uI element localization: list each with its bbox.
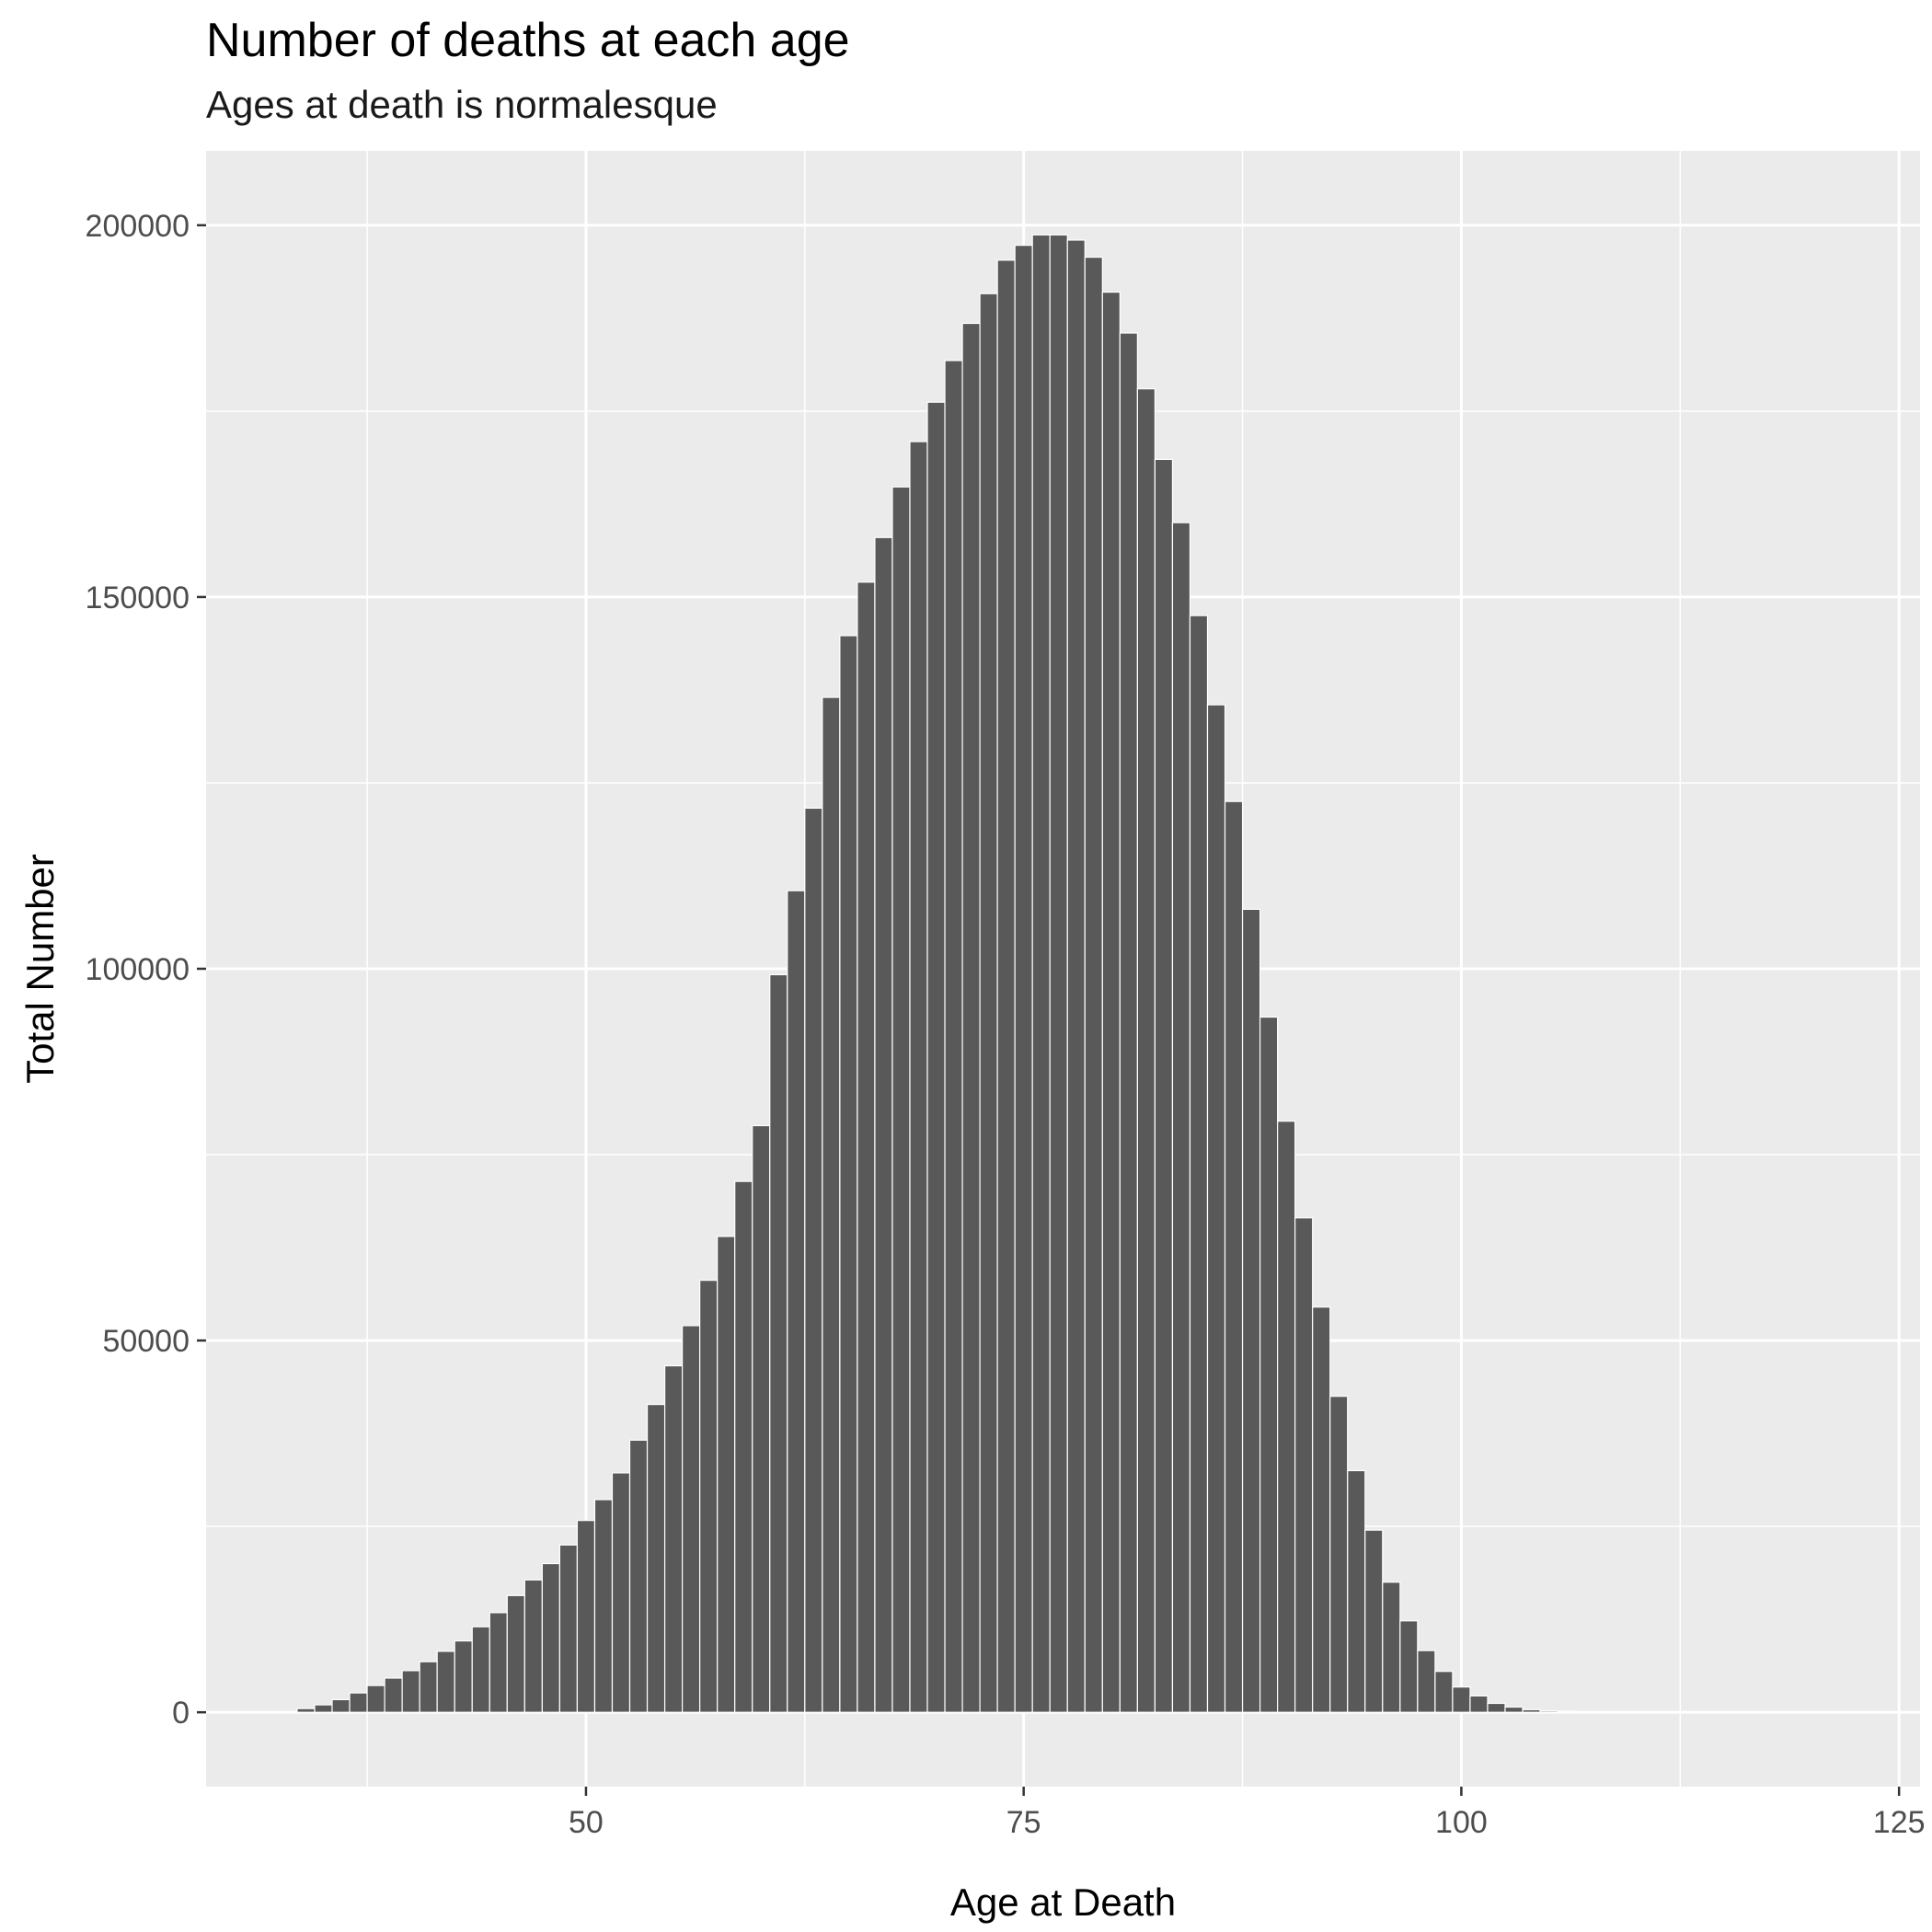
histogram-bar <box>839 635 858 1713</box>
histogram-bar <box>979 293 998 1713</box>
histogram-bar <box>401 1670 420 1713</box>
histogram-bar <box>331 1698 351 1713</box>
histogram-bar <box>1452 1686 1471 1713</box>
histogram-bar <box>349 1692 368 1713</box>
histogram-bar <box>1574 1711 1593 1713</box>
histogram-bar <box>366 1685 385 1713</box>
histogram-bar <box>314 1704 333 1713</box>
histogram-bar <box>1224 800 1244 1713</box>
histogram-bar <box>558 1544 579 1713</box>
histogram-bar <box>717 1236 736 1713</box>
histogram-bar <box>1504 1706 1524 1713</box>
histogram-bar <box>471 1626 490 1713</box>
x-tick-label: 125 <box>1873 1805 1926 1840</box>
histogram-bar <box>734 1180 753 1713</box>
histogram-bar <box>1382 1581 1401 1713</box>
chart-title: Number of deaths at each age <box>206 14 850 67</box>
histogram-bar <box>1417 1650 1436 1713</box>
histogram-bar <box>1154 458 1174 1713</box>
histogram-bar <box>611 1472 631 1713</box>
histogram-bar <box>663 1364 684 1713</box>
histogram-bar <box>1277 1121 1296 1713</box>
histogram-bar <box>1206 704 1226 1713</box>
y-tick-label: 0 <box>172 1696 190 1731</box>
histogram-bar <box>1014 245 1033 1713</box>
histogram-bar <box>1066 239 1086 1713</box>
histogram-bar <box>1469 1695 1489 1713</box>
histogram-bar <box>1119 332 1138 1713</box>
y-tick-label: 200000 <box>86 209 190 244</box>
histogram-bar <box>1031 234 1051 1713</box>
histogram-bar <box>1347 1469 1366 1713</box>
y-axis-tick-labels: 0 50000 100000 150000 200000 <box>86 209 190 1731</box>
histogram-bar <box>857 581 876 1713</box>
bars <box>296 234 1646 1714</box>
histogram-bar <box>1049 234 1068 1713</box>
histogram-bar <box>1522 1708 1541 1713</box>
histogram-bar <box>1171 522 1191 1713</box>
histogram-bar <box>822 696 841 1713</box>
histogram-bar <box>506 1594 525 1713</box>
histogram-bar <box>296 1708 316 1713</box>
histogram-bar <box>1101 291 1121 1713</box>
histogram-bar <box>436 1650 455 1713</box>
histogram-bar <box>576 1520 596 1713</box>
y-tick-label: 50000 <box>102 1324 190 1359</box>
histogram-bar <box>891 486 911 1713</box>
histogram-bar <box>384 1677 403 1713</box>
histogram-bar <box>1241 908 1261 1713</box>
histogram-bar <box>682 1325 701 1713</box>
x-axis-tick-labels: 50 75 100 125 <box>569 1805 1926 1840</box>
histogram-bar <box>787 890 806 1713</box>
histogram-bar <box>1189 615 1209 1713</box>
histogram-bar <box>1399 1620 1419 1713</box>
histogram-bar <box>1312 1306 1331 1713</box>
histogram-bar <box>1294 1217 1314 1713</box>
x-axis-title: Age at Death <box>950 1880 1176 1924</box>
y-tick-label: 150000 <box>86 581 190 615</box>
histogram-bar <box>541 1562 560 1713</box>
x-tick-label: 50 <box>569 1805 604 1840</box>
histogram-bar <box>1136 388 1156 1713</box>
histogram-bar <box>1627 1711 1646 1714</box>
histogram-bar <box>1329 1396 1349 1713</box>
histogram-bar <box>419 1661 438 1713</box>
histogram-bar <box>804 807 823 1713</box>
histogram-bar <box>961 322 981 1713</box>
histogram-bar <box>523 1579 543 1713</box>
axis-ticks <box>197 224 1901 1796</box>
histogram-bar <box>944 360 963 1713</box>
histogram-bar <box>489 1612 508 1713</box>
histogram-bar <box>646 1403 666 1713</box>
histogram-bar <box>926 401 946 1713</box>
y-tick-label: 100000 <box>86 952 190 987</box>
histogram-bar <box>752 1124 771 1713</box>
histogram-bar <box>996 259 1016 1713</box>
histogram-bar <box>874 536 893 1713</box>
histogram-bar <box>1592 1711 1611 1714</box>
histogram-bar <box>1487 1702 1506 1713</box>
y-axis-title: Total Number <box>18 854 62 1084</box>
histogram-bar <box>454 1639 473 1713</box>
histogram-bar <box>769 973 788 1713</box>
x-tick-label: 75 <box>1006 1805 1041 1840</box>
histogram-bar <box>1364 1529 1384 1713</box>
histogram-bar <box>1259 1016 1279 1713</box>
histogram-bar <box>1609 1711 1628 1714</box>
chart-subtitle: Ages at death is normalesque <box>206 83 718 126</box>
histogram-bar <box>1084 256 1103 1713</box>
histogram-bar <box>1557 1710 1576 1713</box>
histogram-bar <box>593 1499 614 1713</box>
histogram-bar <box>909 441 928 1713</box>
histogram-bar <box>628 1439 649 1713</box>
histogram-bar <box>699 1280 719 1713</box>
histogram-bar <box>1434 1671 1454 1713</box>
x-tick-label: 100 <box>1435 1805 1488 1840</box>
histogram-bar <box>1539 1710 1558 1713</box>
